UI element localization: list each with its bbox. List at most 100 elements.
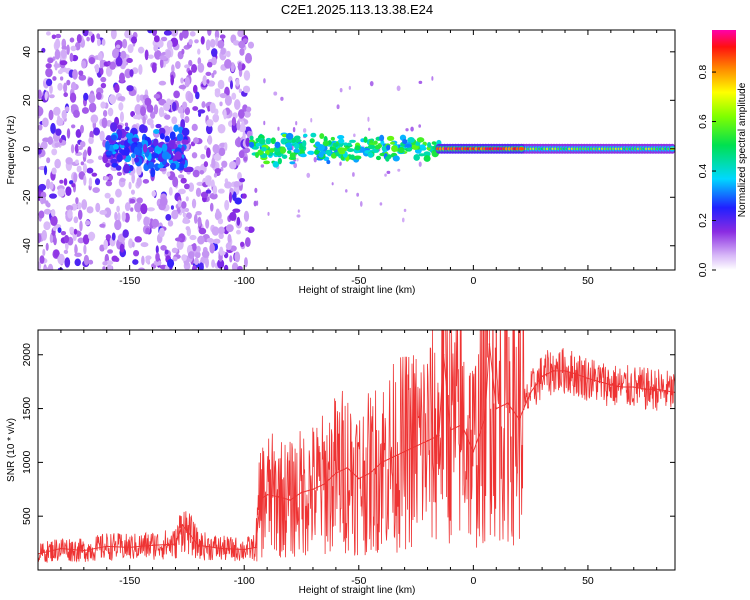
heatmap-cell — [338, 138, 345, 144]
heatmap-cell — [107, 107, 114, 117]
heatmap-cell — [171, 247, 178, 254]
heatmap-cell — [153, 129, 160, 134]
heatmap-cell — [178, 188, 186, 195]
heatmap-cell — [272, 146, 281, 153]
heatmap-cell — [217, 123, 226, 134]
heatmap-cell — [157, 164, 164, 169]
snr-point — [243, 548, 246, 551]
heatmap-cell — [146, 118, 154, 126]
heatmap-cell — [263, 120, 266, 126]
heatmap-cell — [218, 232, 224, 240]
heatmap-cell — [112, 143, 120, 150]
heatmap-cell — [237, 61, 243, 72]
heatmap-cell — [253, 200, 257, 207]
heatmap-cell — [293, 162, 298, 169]
heatmap-cell — [401, 217, 405, 223]
heatmap-cell — [191, 63, 198, 73]
snr-point — [128, 546, 131, 549]
heatmap-cell — [205, 39, 211, 51]
heatmap-cell — [44, 91, 48, 101]
heatmap-cell — [347, 142, 352, 147]
heatmap-cell — [236, 120, 241, 131]
heatmap-cell — [70, 81, 77, 91]
heatmap-cell — [153, 44, 159, 52]
heatmap-cell — [263, 160, 270, 165]
heatmap-cell — [258, 138, 266, 145]
heatmap-cell — [232, 208, 241, 213]
heatmap-cell — [63, 178, 68, 186]
heatmap-cell — [279, 146, 287, 154]
heatmap-cell — [293, 148, 300, 153]
snr-point — [254, 546, 257, 549]
heatmap-cell — [296, 214, 301, 218]
heatmap-cell — [133, 146, 139, 155]
snr-point — [369, 472, 372, 474]
heatmap-cell — [64, 257, 71, 268]
heatmap-cell — [174, 151, 182, 160]
heatmap-cell — [131, 241, 135, 248]
heatmap-cell — [379, 134, 385, 142]
heatmap-cell — [225, 242, 232, 251]
snr-point — [259, 499, 262, 501]
snr-xtick-label: -50 — [351, 575, 366, 587]
heatmap-cell — [229, 80, 234, 90]
heatmap-cell — [158, 227, 165, 238]
heatmap-cell — [254, 151, 260, 159]
heatmap-cell — [242, 147, 251, 154]
heatmap-cell — [207, 30, 212, 36]
snr-point — [644, 388, 647, 390]
heatmap-cell — [231, 262, 239, 270]
heatmap-cell — [231, 92, 237, 100]
heatmap-cell — [41, 229, 48, 241]
heatmap-cell — [218, 147, 226, 157]
snr-point — [598, 380, 601, 383]
heatmap-cell — [353, 133, 356, 138]
heatmap-cell — [213, 238, 221, 244]
heatmap-cell — [205, 124, 213, 135]
spectrogram-ylabel: Frequency (Hz) — [6, 116, 17, 185]
heatmap-cell — [194, 39, 199, 44]
heatmap-cell — [129, 198, 136, 204]
heatmap-cell — [53, 106, 61, 116]
heatmap-cell — [285, 142, 293, 149]
spectrogram-xtick-label: -50 — [351, 275, 366, 287]
snr-point — [488, 343, 491, 345]
heatmap-cell — [227, 233, 232, 244]
snr-point — [357, 477, 360, 480]
heatmap-cell — [181, 127, 190, 137]
colorbar-tick-label: 0.0 — [697, 263, 709, 278]
heatmap-cell — [158, 127, 166, 136]
heatmap-cell — [127, 44, 134, 54]
snr-point — [83, 549, 85, 552]
heatmap-cell — [119, 178, 126, 183]
heatmap-cell — [289, 152, 296, 159]
heatmap-cell — [207, 105, 211, 112]
heatmap-cell — [391, 145, 398, 152]
snr-ytick-label: 1000 — [21, 451, 33, 475]
heatmap-cell — [99, 244, 105, 252]
heatmap-cell — [234, 99, 241, 110]
heatmap-cell — [144, 49, 149, 61]
spectrogram-xtick-label: -150 — [119, 275, 140, 287]
heatmap-cell — [74, 143, 79, 154]
heatmap-cell — [352, 172, 355, 177]
heatmap-cell — [57, 253, 65, 265]
heatmap-cell — [87, 146, 92, 156]
heatmap-cell — [280, 96, 284, 101]
heatmap-cell — [55, 128, 62, 136]
heatmap-cell — [143, 216, 150, 227]
heatmap-cell — [397, 168, 401, 172]
heatmap-cell — [281, 154, 288, 159]
heatmap-cell — [131, 137, 139, 143]
heatmap-cell — [260, 146, 267, 152]
heatmap-cell — [88, 259, 94, 265]
heatmap-cell — [141, 255, 145, 266]
heatmap-cell — [78, 74, 87, 81]
heatmap-cell — [306, 172, 311, 178]
heatmap-cell — [73, 109, 80, 118]
heatmap-cell — [38, 124, 43, 131]
heatmap-cell — [184, 183, 190, 190]
heatmap-cell — [386, 144, 391, 151]
heatmap-cell — [176, 133, 184, 142]
heatmap-cell — [249, 141, 255, 148]
